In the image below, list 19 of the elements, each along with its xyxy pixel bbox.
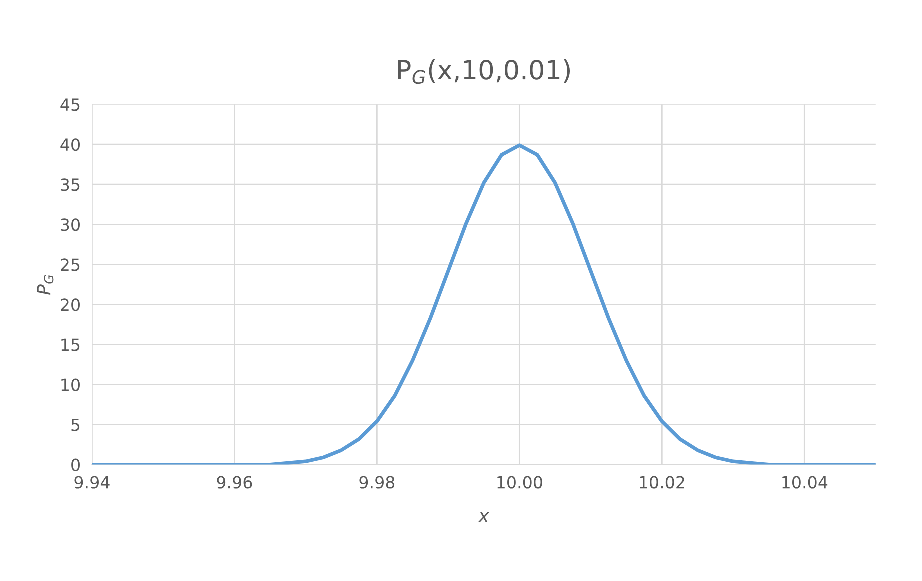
y-tick-label: 10 xyxy=(62,378,80,392)
x-tick-label: 10.02 xyxy=(640,476,684,489)
x-axis-title: x xyxy=(478,512,490,522)
x-tick-label: 9.98 xyxy=(360,476,395,489)
x-tick-label: 10.00 xyxy=(498,476,542,489)
y-tick-label: 40 xyxy=(60,138,80,152)
y-tick-label: 45 xyxy=(60,98,80,112)
y-tick-label: 30 xyxy=(61,218,80,232)
y-tick-label: 25 xyxy=(61,258,80,272)
y-tick-label: 15 xyxy=(62,338,80,352)
y-tick-label: 5 xyxy=(72,418,80,432)
y-tick-label: 0 xyxy=(72,458,80,472)
y-axis-title: P$_{G}$ xyxy=(37,275,54,295)
x-tick-label: 10.04 xyxy=(782,476,828,489)
chart-title: P$_{G}$(x,10,0.01) xyxy=(398,60,570,84)
x-tick-label: 9.96 xyxy=(217,476,252,489)
x-tick-label: 9.94 xyxy=(74,476,110,489)
y-tick-label: 35 xyxy=(61,178,80,192)
y-tick-label: 20 xyxy=(61,298,80,312)
